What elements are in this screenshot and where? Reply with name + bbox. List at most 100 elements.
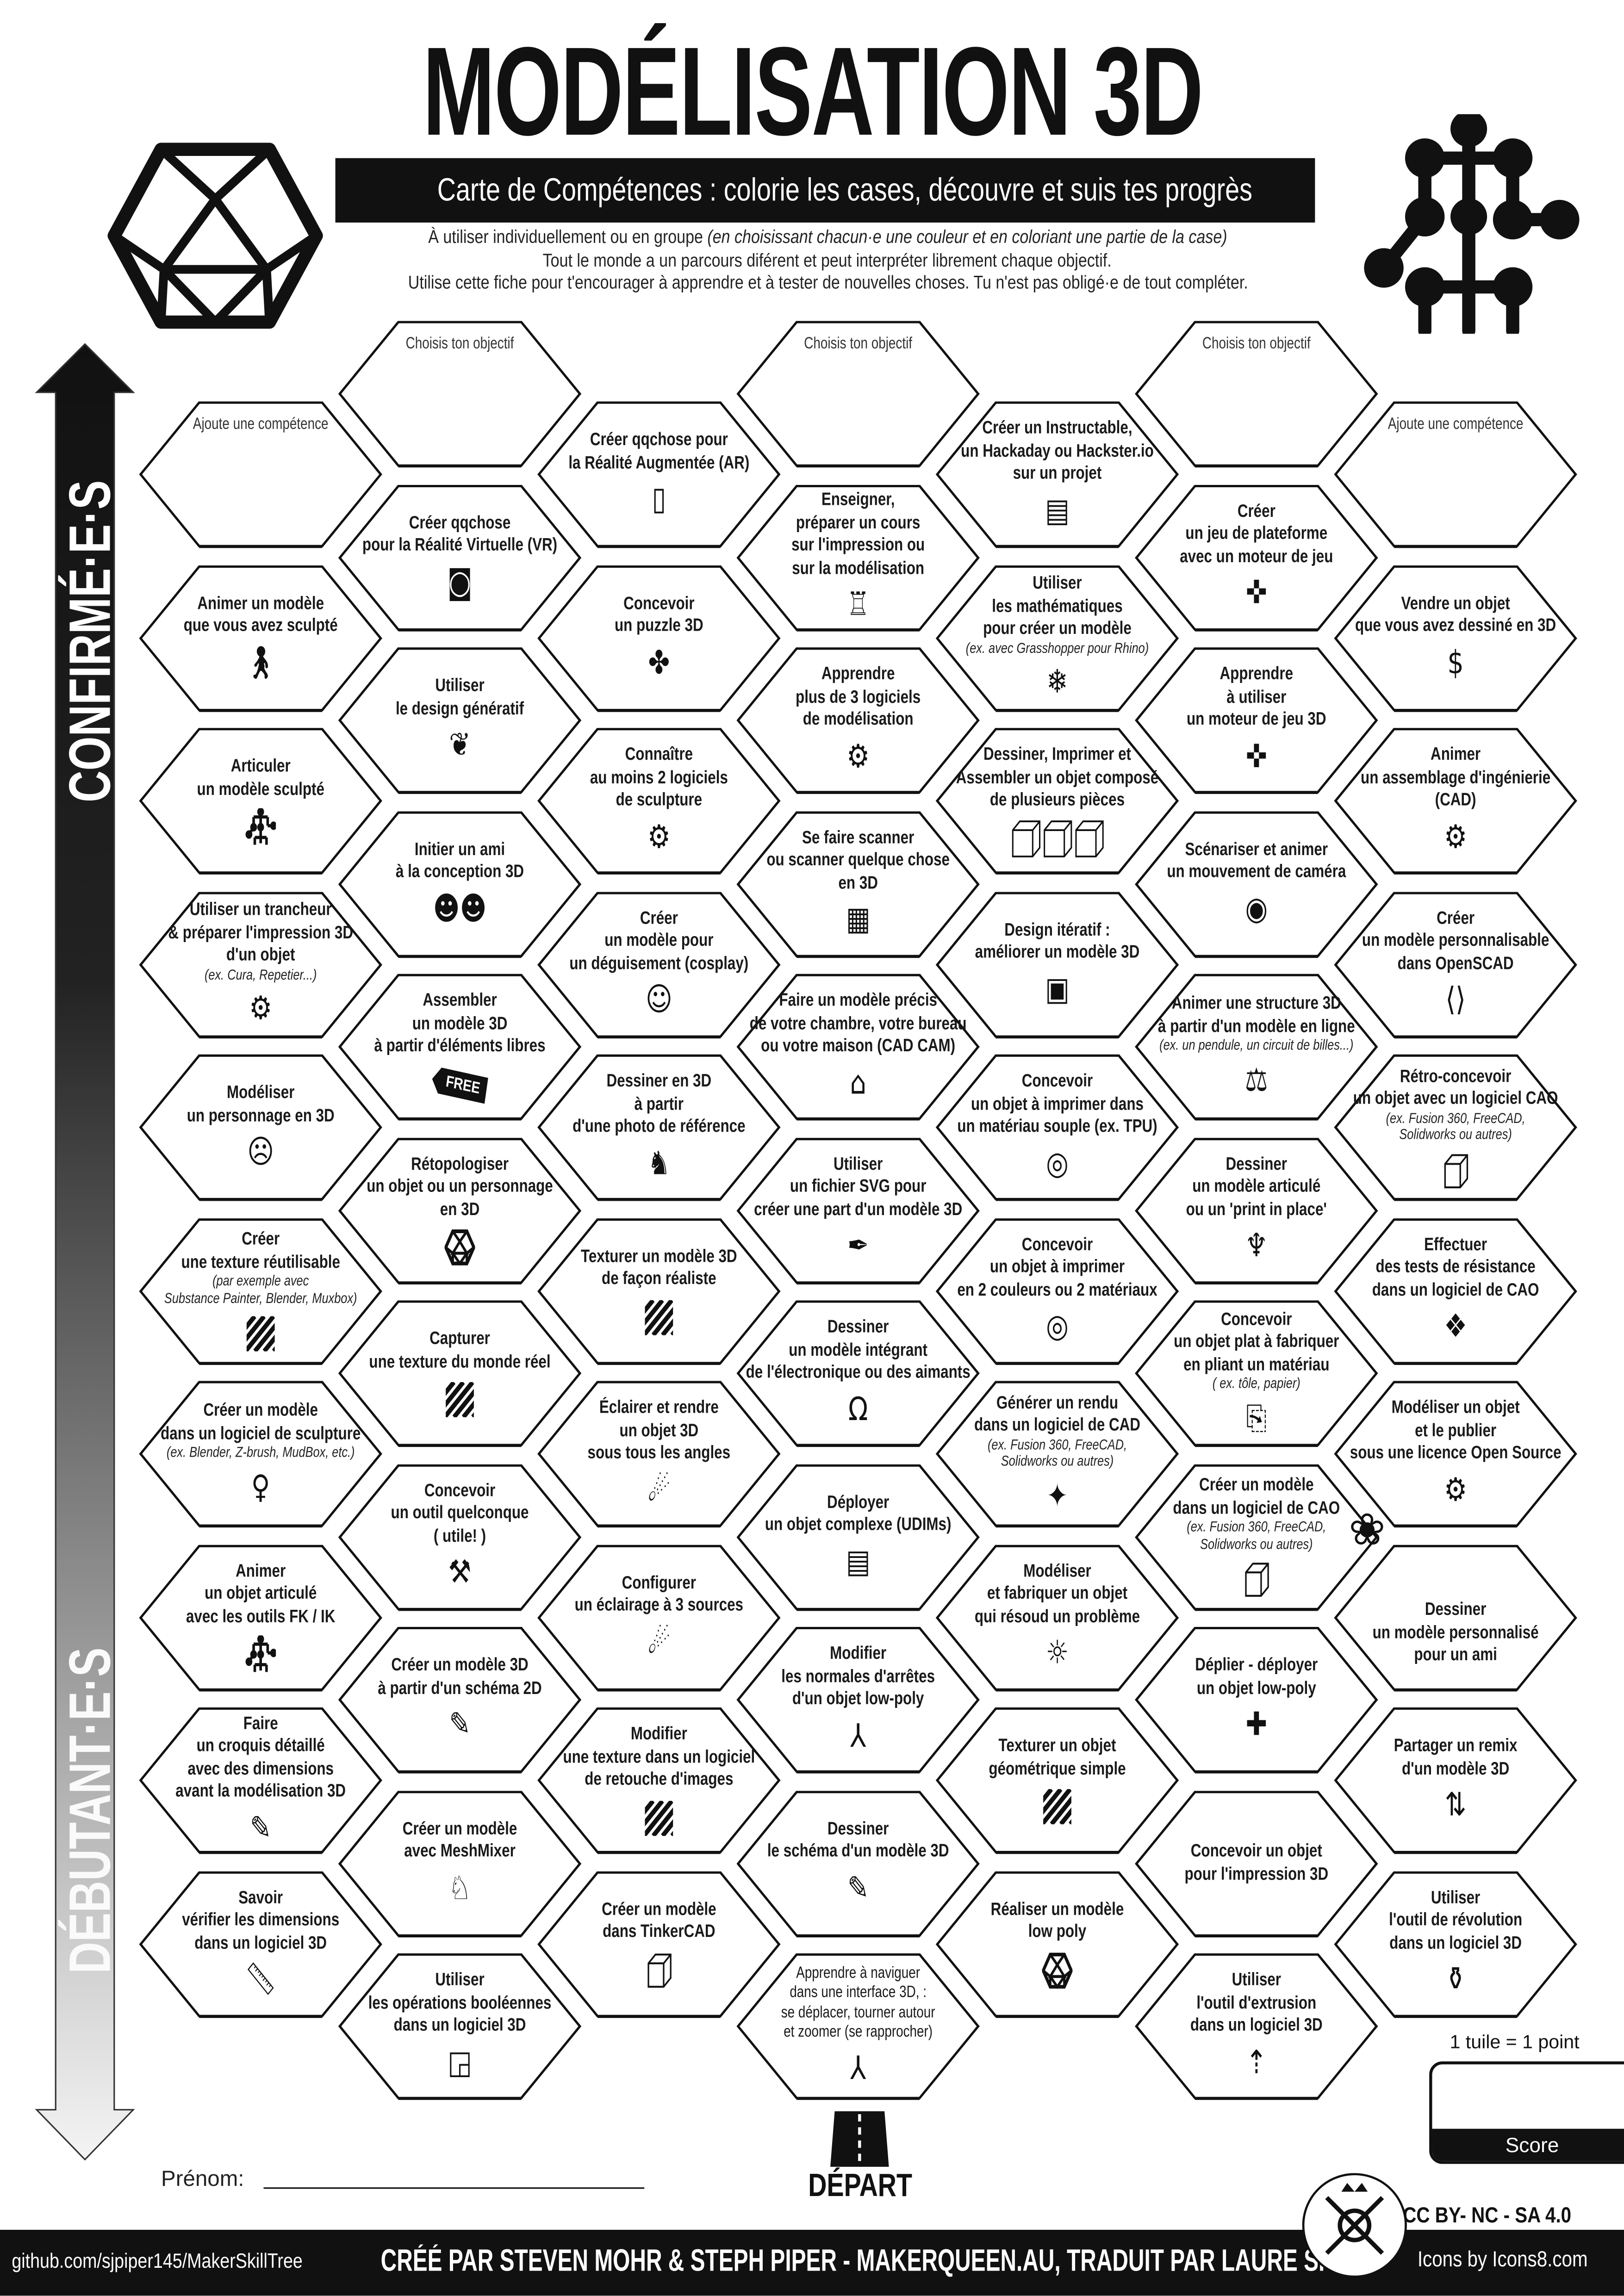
skill-text: Connaître xyxy=(625,744,693,765)
skill-tile[interactable]: Design itératif : améliorer un modèle 3D ▣ xyxy=(935,891,1179,1038)
skill-tile[interactable]: Texturer un objet géométrique simple xyxy=(935,1707,1179,1854)
skill-tile[interactable]: Rétopologiser un objet ou un personnage en… xyxy=(338,1137,582,1284)
skill-text: un objet à imprimer dans xyxy=(971,1093,1144,1114)
skill-tile[interactable]: Dessiner en 3D à partir d'une photo de réf… xyxy=(537,1054,781,1201)
skill-tile[interactable]: Vendre un objet que vous avez dessiné en … xyxy=(1334,565,1577,712)
skill-tile[interactable]: Créer un modèle dans TinkerCAD xyxy=(537,1870,781,2017)
skill-tile[interactable]: Modéliser et fabriquer un objet qui résoud… xyxy=(935,1544,1179,1691)
skill-tile[interactable]: ❀ Dessiner un modèle personnalisé pour un a… xyxy=(1334,1508,1577,1691)
skill-tile[interactable]: Apprendre plus de 3 logiciels de modélisat… xyxy=(736,647,980,794)
skill-tile[interactable]: Enseigner, préparer un cours sur l'impress… xyxy=(736,484,980,631)
skill-tile[interactable]: Utiliser les mathématiques pour créer un m… xyxy=(935,565,1179,712)
skill-tile[interactable]: Déployer un objet complexe (UDIMs) ▤ xyxy=(736,1464,980,1610)
skill-tile[interactable]: Apprendre à naviguer dans une interface 3… xyxy=(736,1953,980,2100)
skill-tile[interactable]: Dessiner le schéma d'un modèle 3D ✎ xyxy=(736,1790,980,1937)
tile-content: Concevoir un objet à imprimer dans un maté… xyxy=(942,1054,1172,1200)
repo-link[interactable]: github.com/sjpiper145/MakerSkillTree xyxy=(12,2249,354,2272)
skill-tile[interactable]: Se faire scanner ou scanner quelque chose… xyxy=(736,810,980,957)
custom-goal-tile[interactable]: Choisis ton objectif xyxy=(338,321,582,468)
skill-tile[interactable]: Connaître au moins 2 logiciels de sculptur… xyxy=(537,728,781,875)
skill-tile[interactable]: Initier un ami à la conception 3D ☻☻ xyxy=(338,810,582,957)
skill-tile[interactable]: Créer qqchose pour la Réalité Augmentée (… xyxy=(537,401,781,548)
skill-tile[interactable]: Utiliser un fichier SVG pour créer une par… xyxy=(736,1137,980,1284)
skill-tile[interactable]: Modifier une texture dans un logiciel de r… xyxy=(537,1707,781,1854)
skill-tile[interactable]: Savoir vérifier les dimensions dans un log… xyxy=(139,1870,382,2017)
custom-goal-tile[interactable]: Choisis ton objectif xyxy=(736,321,980,468)
skill-tile[interactable]: Créer un modèle personnalisable dans OpenS… xyxy=(1334,891,1577,1038)
skill-tile[interactable]: Modéliser un personnage en 3D ☹ xyxy=(139,1054,382,1201)
custom-goal-tile[interactable]: Ajoute une compétence xyxy=(139,401,382,548)
skill-tile[interactable]: Rétro-concevoir un objet avec un logiciel… xyxy=(1334,1054,1577,1201)
skill-tile[interactable]: Créer une texture réutilisable (par exempl… xyxy=(139,1217,382,1365)
skill-tile[interactable]: Créer un modèle pour un déguisement (cospl… xyxy=(537,891,781,1038)
skill-tile[interactable]: Utiliser les opérations booléennes dans un… xyxy=(338,1953,582,2100)
skill-tile[interactable]: Animer un assemblage d'ingénierie (CAD) ⚙ xyxy=(1334,728,1577,875)
tools-icon: ⚒ xyxy=(448,1555,472,1592)
skill-tile[interactable]: Dessiner un modèle articulé ou un 'print i… xyxy=(1135,1137,1378,1284)
skill-tile[interactable]: Concevoir un objet pour l'impression 3D xyxy=(1135,1790,1378,1937)
skill-tile[interactable]: Créer un modèle dans un logiciel de CAO (e… xyxy=(1135,1464,1378,1610)
custom-goal-tile[interactable]: Choisis ton objectif xyxy=(1135,321,1378,468)
skill-tile[interactable]: Utiliser le design génératif ❦ xyxy=(338,647,582,794)
skill-tile[interactable]: Texturer un modèle 3D de façon réaliste xyxy=(537,1217,781,1365)
hexagon-outline xyxy=(537,1870,781,2017)
skill-example-note: (par exemple avec xyxy=(212,1273,309,1290)
skill-tile[interactable]: Dessiner, Imprimer et Assembler un objet … xyxy=(935,728,1179,875)
skill-tile[interactable]: Utiliser l'outil de révolution dans un log… xyxy=(1334,1870,1577,2017)
skill-tile[interactable]: Créer un jeu de plateforme avec un moteur … xyxy=(1135,484,1378,631)
skill-text: un modèle pour xyxy=(604,930,714,951)
skill-tile[interactable]: Partager un remix d'un modèle 3D ⇅ xyxy=(1334,1707,1577,1854)
repo-link-text[interactable]: github.com/sjpiper145/MakerSkillTree xyxy=(12,2249,303,2272)
skill-tile[interactable]: Faire un croquis détaillé avec des dimensi… xyxy=(139,1707,382,1854)
skill-tile[interactable]: Utiliser l'outil d'extrusion dans un logic… xyxy=(1135,1953,1378,2100)
skill-tile[interactable]: Faire un modèle précis de votre chambre, … xyxy=(736,974,980,1121)
skill-tile[interactable]: Concevoir un objet à imprimer en 2 couleur… xyxy=(935,1217,1179,1365)
tile-content: Ajoute une compétence xyxy=(146,401,375,547)
score-box[interactable]: Score xyxy=(1429,2061,1624,2164)
icons-credit[interactable]: Icons by Icons8.com xyxy=(1418,2247,1618,2272)
skill-tile[interactable]: Éclairer et rendre un objet 3D sous tous l… xyxy=(537,1381,781,1528)
skill-tile[interactable]: Capturer une texture du monde réel xyxy=(338,1300,582,1447)
skill-tile[interactable]: Animer un objet articulé avec les outils F… xyxy=(139,1544,382,1691)
skill-tile[interactable]: Scénariser et animer un mouvement de camé… xyxy=(1135,810,1378,957)
skill-tile[interactable]: Animer une structure 3D à partir d'un mod… xyxy=(1135,974,1378,1121)
skill-tile[interactable]: Configurer un éclairage à 3 sources ☄ xyxy=(537,1544,781,1691)
skill-example-note: ( ex. tôle, papier) xyxy=(1212,1376,1300,1393)
boolean-icon: ◲ xyxy=(448,2045,472,2082)
skill-tile[interactable]: Concevoir un objet plat à fabriquer en pli… xyxy=(1135,1300,1378,1447)
tile-content: Modéliser un personnage en 3D ☹ xyxy=(146,1054,375,1200)
skill-tile[interactable]: Modifier les normales d'arrêtes d'un objet… xyxy=(736,1626,980,1774)
skill-text: sur l'impression ou xyxy=(791,534,925,555)
skill-tile[interactable]: Créer un Instructable, un Hackaday ou Hac… xyxy=(935,401,1179,548)
icosahedron-icon xyxy=(444,1229,475,1266)
skill-tile[interactable]: Utiliser un trancheur & préparer l'impres… xyxy=(139,891,382,1038)
skill-tile[interactable]: Assembler un modèle 3D à partir d'éléments… xyxy=(338,974,582,1121)
custom-goal-tile[interactable]: Ajoute une compétence xyxy=(1334,401,1577,548)
skill-tile[interactable]: Apprendre à utiliser un moteur de jeu 3D ✜ xyxy=(1135,647,1378,794)
skill-tile[interactable]: Créer qqchose pour la Réalité Virtuelle (… xyxy=(338,484,582,631)
skill-text: Concevoir un objet xyxy=(1190,1840,1322,1861)
skill-tile[interactable]: Articuler un modèle sculpté xyxy=(139,728,382,875)
name-input[interactable] xyxy=(263,2167,645,2189)
skill-text: de votre chambre, votre bureau xyxy=(749,1012,967,1034)
score-input[interactable] xyxy=(1432,2064,1624,2127)
statue-icon: ♀ xyxy=(251,1469,270,1507)
icons-credit-text[interactable]: Icons by Icons8.com xyxy=(1417,2247,1588,2272)
skill-tile[interactable]: Concevoir un puzzle 3D ✤ xyxy=(537,565,781,712)
skill-text: les normales d'arrêtes xyxy=(781,1665,935,1687)
skill-tile[interactable]: Réaliser un modèle low poly xyxy=(935,1870,1179,2017)
skill-text: plus de 3 logiciels xyxy=(796,686,921,707)
skill-tile[interactable]: Générer un rendu dans un logiciel de CAD (… xyxy=(935,1381,1179,1528)
skill-tile[interactable]: Concevoir un objet à imprimer dans un maté… xyxy=(935,1054,1179,1201)
name-label: Prénom: xyxy=(161,2166,244,2192)
skill-tile[interactable]: Dessiner un modèle intégrant de l'électron… xyxy=(736,1300,980,1447)
skill-tile[interactable]: Concevoir un outil quelconque( utile! ) ⚒ xyxy=(338,1464,582,1610)
hexagon-outline xyxy=(1135,1790,1378,1937)
skill-tile[interactable]: Animer un modèle que vous avez sculpté 🚶︎ xyxy=(139,565,382,712)
skill-tile[interactable]: Effectuer des tests de résistance dans un … xyxy=(1334,1217,1577,1365)
skill-tile[interactable]: Créer un modèle 3D à partir d'un schéma 2… xyxy=(338,1626,582,1774)
skill-tile[interactable]: Créer un modèle dans un logiciel de sculp… xyxy=(139,1381,382,1528)
skill-tile[interactable]: Déplier - déployer un objet low-poly ✚ xyxy=(1135,1626,1378,1774)
skill-tile[interactable]: Modéliser un objet et le publier sous une … xyxy=(1334,1381,1577,1528)
skill-tile[interactable]: Créer un modèle avec MeshMixer ♘ xyxy=(338,1790,582,1937)
